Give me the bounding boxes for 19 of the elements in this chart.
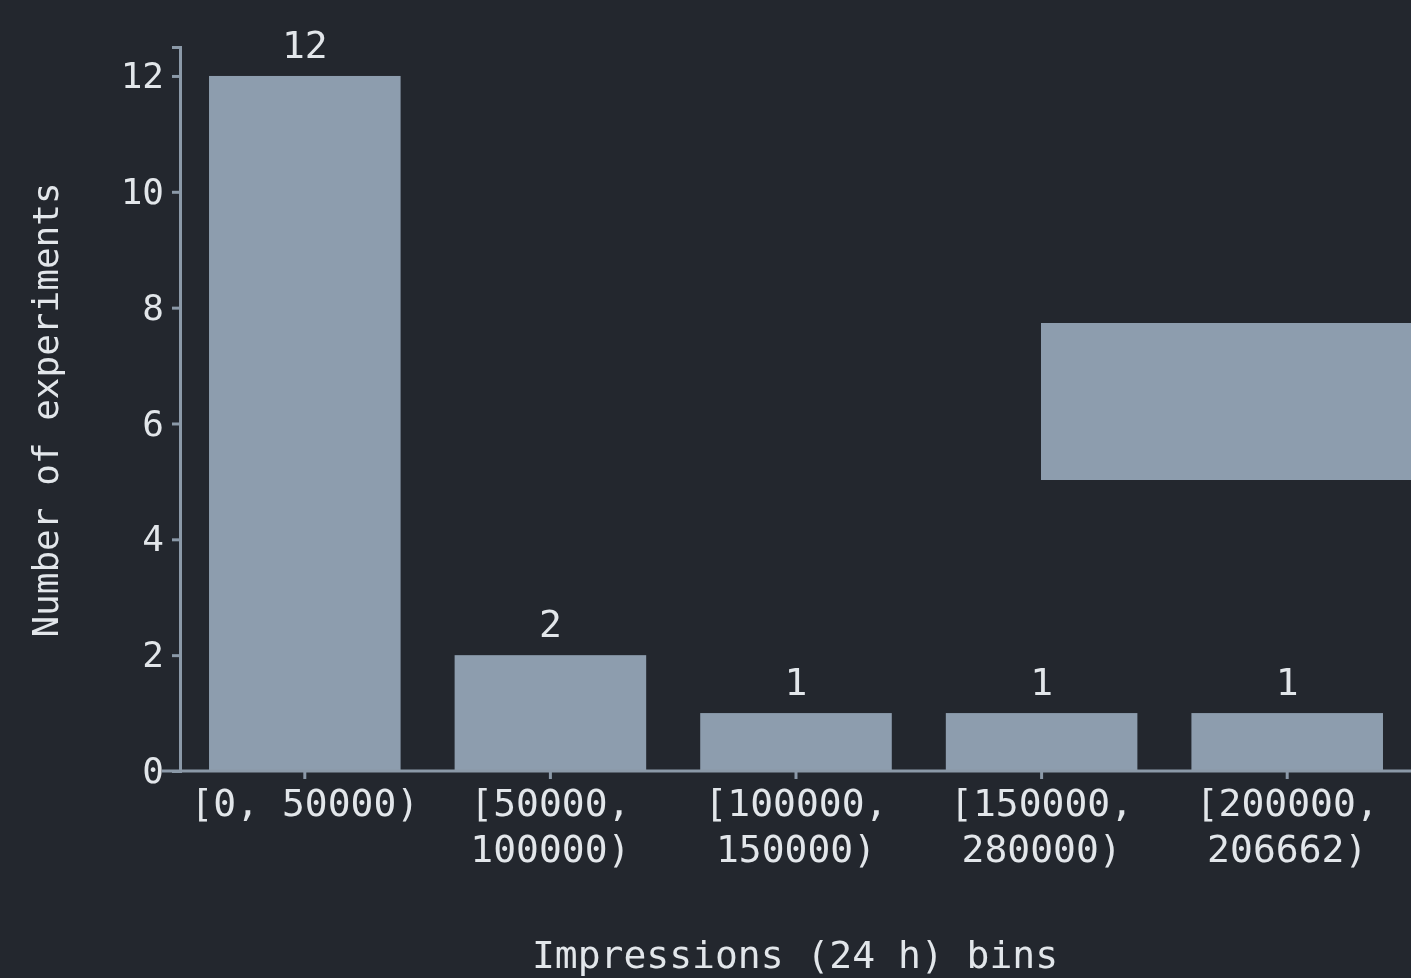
y-tick-label: 2 xyxy=(142,634,164,676)
data-label: 1 xyxy=(1030,660,1054,705)
data-label: 1 xyxy=(784,660,808,705)
y-tick-label: 0 xyxy=(142,750,164,792)
data-label: 2 xyxy=(538,602,562,647)
y-tick-label: 4 xyxy=(142,518,164,560)
x-tick-label: [200000, 206662) xyxy=(1195,780,1379,871)
x-tick-label: [50000, 100000) xyxy=(470,780,631,871)
y-axis-title: Number of experiments xyxy=(25,182,66,638)
y-tick-label: 10 xyxy=(120,170,164,212)
x-tick-label: [100000, 150000) xyxy=(704,780,888,871)
x-tick-label: [0, 50000) xyxy=(190,780,420,825)
x-tick-label: [150000, 280000) xyxy=(950,780,1134,871)
data-label: 12 xyxy=(281,22,328,67)
y-tick-label: 8 xyxy=(142,286,164,328)
data-label: 1 xyxy=(1275,660,1299,705)
y-tick-label: 6 xyxy=(142,402,164,444)
y-tick-label: 12 xyxy=(120,54,164,96)
x-axis-title: Impressions (24 h) bins xyxy=(531,933,1059,977)
